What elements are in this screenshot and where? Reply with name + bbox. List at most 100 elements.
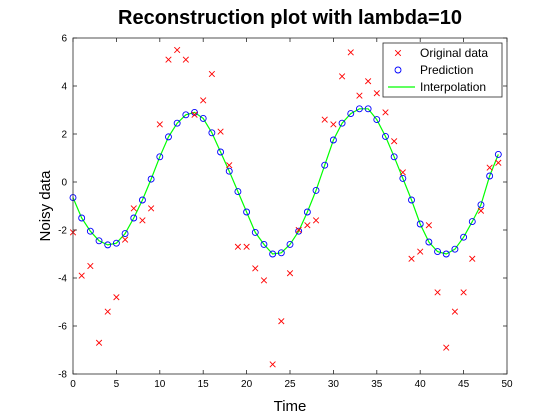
x-tick-label: 35 [371, 379, 383, 390]
prediction-point [182, 111, 190, 119]
data-point-x [434, 289, 441, 296]
data-point-x [148, 205, 155, 212]
x-tick-label: 10 [154, 379, 166, 390]
data-point-x [408, 255, 415, 262]
prediction-point [86, 227, 94, 235]
prediction-point [104, 241, 112, 249]
data-point-x [130, 205, 137, 212]
y-tick-label: -6 [58, 322, 67, 333]
data-point-x [356, 92, 363, 99]
legend-label: Original data [420, 46, 488, 60]
data-point-x [321, 116, 328, 123]
data-point-x [486, 164, 493, 171]
y-axis: -8 -6 -4 -2 0 2 4 6 [58, 34, 507, 381]
data-point-x [174, 46, 181, 54]
y-tick-label: 4 [61, 82, 67, 93]
prediction-point [390, 153, 398, 161]
prediction-point [165, 133, 172, 141]
prediction-point [277, 249, 285, 257]
data-point-x [87, 262, 94, 270]
x-tick-label: 0 [70, 379, 76, 390]
data-point-x [495, 159, 502, 166]
prediction-point [477, 201, 485, 209]
prediction-point [468, 218, 476, 226]
data-point-x [399, 169, 406, 176]
prediction-point [338, 119, 346, 127]
prediction-point [112, 239, 120, 247]
data-point-x [121, 236, 129, 243]
legend-marker-circle [394, 66, 402, 74]
y-tick-label: 6 [61, 34, 67, 45]
prediction-point [434, 248, 442, 256]
prediction-point [425, 238, 433, 246]
data-point-x [200, 97, 207, 104]
prediction-point [295, 227, 303, 235]
prediction-point [416, 220, 424, 228]
prediction-point [217, 148, 225, 156]
data-point-x [260, 277, 268, 284]
data-point-x [417, 248, 424, 255]
data-point-x [373, 90, 380, 97]
chart-title: Reconstruction plot with lambda=10 [118, 7, 462, 29]
prediction-point [130, 214, 138, 222]
data-point-x [217, 128, 224, 135]
x-tick-label: 15 [198, 379, 210, 390]
data-point-x [182, 56, 189, 63]
prediction-point [460, 233, 468, 241]
prediction-point [243, 208, 251, 216]
prediction-point [399, 174, 407, 182]
data-point-x [365, 78, 372, 85]
prediction-point [121, 230, 129, 238]
prediction-point [147, 175, 155, 183]
data-point-x [477, 207, 485, 214]
data-point-x [451, 308, 459, 315]
prediction-point [364, 105, 372, 113]
legend-item: Original data [394, 46, 488, 60]
x-tick-label: 40 [415, 379, 427, 390]
prediction-point [199, 114, 207, 122]
legend-box [382, 42, 503, 98]
data-point-x [304, 222, 311, 229]
data-point-x [78, 272, 85, 279]
data-point-x [95, 339, 103, 346]
x-tick-label: 50 [501, 379, 513, 390]
prediction-point [95, 237, 103, 245]
prediction-point [494, 150, 502, 158]
y-tick-label: -4 [58, 274, 67, 285]
legend-item: Prediction [394, 63, 473, 77]
prediction-point [442, 250, 450, 258]
prediction-point [173, 119, 181, 127]
prediction-point [355, 105, 363, 113]
data-point-x [382, 109, 389, 116]
prediction-point [312, 186, 320, 194]
data-point-x [460, 289, 467, 296]
x-tick-label: 30 [328, 379, 340, 390]
prediction-point [251, 228, 259, 236]
x-axis-label: Time [274, 398, 307, 415]
prediction-point [321, 161, 329, 169]
prediction-point [156, 153, 164, 161]
prediction-point [373, 116, 381, 124]
y-tick-label: 2 [61, 130, 67, 141]
data-point-x [234, 243, 242, 250]
prediction-point [303, 208, 311, 216]
prediction-point [286, 240, 294, 248]
data-point-x [286, 270, 294, 277]
x-tick-label: 45 [458, 379, 470, 390]
data-point-x [252, 265, 259, 272]
data-point-x [165, 56, 172, 63]
prediction-point [408, 196, 415, 204]
data-point-x [295, 226, 302, 234]
prediction-point [329, 136, 337, 144]
data-point-x [312, 217, 320, 224]
data-point-x [113, 294, 120, 301]
data-point-x [104, 308, 111, 315]
prediction-point [260, 240, 268, 248]
data-point-x [469, 255, 476, 262]
y-tick-label: -8 [58, 370, 67, 381]
prediction-point [347, 110, 355, 118]
prediction-point [78, 214, 86, 222]
prediction-point [486, 172, 494, 180]
legend-label: Interpolation [420, 80, 486, 94]
